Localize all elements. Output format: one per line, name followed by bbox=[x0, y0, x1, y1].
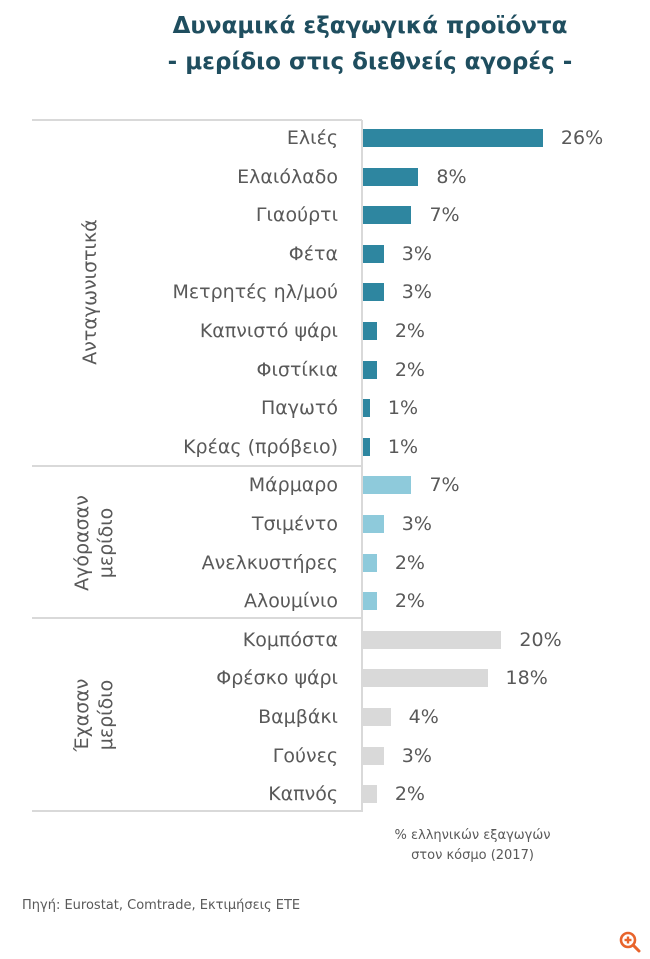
bar-row: Κρέας (πρόβειο) 1% bbox=[0, 428, 650, 466]
bar-row: Ελαιόλαδο 8% bbox=[0, 158, 650, 196]
category-label: Κομπόστα bbox=[242, 628, 338, 651]
value-label: 18% bbox=[505, 667, 548, 690]
value-label: 1% bbox=[387, 397, 419, 420]
value-label: 8% bbox=[436, 165, 467, 188]
y-axis-line bbox=[361, 120, 363, 812]
bar bbox=[363, 553, 377, 572]
bar bbox=[363, 283, 384, 302]
category-label: Ελαιόλαδο bbox=[237, 165, 338, 188]
bar bbox=[363, 206, 412, 225]
value-label: 3% bbox=[401, 242, 432, 265]
bar-row: Μετρητές ηλ/μού 3% bbox=[0, 273, 650, 311]
category-label: Κρέας (πρόβειο) bbox=[183, 435, 338, 458]
bar bbox=[363, 592, 377, 611]
value-label: 7% bbox=[429, 474, 460, 497]
bar bbox=[363, 630, 502, 649]
category-label: Καπνιστό ψάρι bbox=[199, 320, 338, 342]
bar-row: Φιστίκια 2% bbox=[0, 351, 650, 389]
value-label: 20% bbox=[519, 628, 562, 651]
bar-row: Μάρμαρο 7% bbox=[0, 466, 650, 504]
value-label: 3% bbox=[401, 513, 432, 535]
axis-note-line1: % ελληνικών εξαγωγών bbox=[394, 828, 551, 843]
category-label: Φιστίκια bbox=[256, 358, 338, 381]
bar bbox=[363, 785, 377, 804]
bar bbox=[363, 515, 384, 533]
category-label: Μάρμαρο bbox=[248, 474, 338, 497]
separator-top bbox=[32, 119, 362, 121]
chart-title-line1: Δυναμικά εξαγωγικά προϊόντα bbox=[172, 13, 568, 39]
chart-title: Δυναμικά εξαγωγικά προϊόντα - μερίδιο στ… bbox=[0, 8, 650, 80]
category-label: Ανελκυστήρες bbox=[201, 551, 338, 574]
category-label: Αλουμίνιο bbox=[243, 590, 338, 613]
bar-row: Καπνός 2% bbox=[0, 775, 650, 813]
bar bbox=[363, 708, 391, 726]
bar-row: Γούνες 3% bbox=[0, 737, 650, 775]
value-label: 3% bbox=[401, 281, 432, 304]
value-label: 26% bbox=[560, 127, 604, 149]
value-label: 2% bbox=[394, 783, 425, 806]
category-label: Παγωτό bbox=[260, 397, 338, 420]
category-label: Γούνες bbox=[272, 744, 338, 767]
separator-group2 bbox=[32, 617, 362, 619]
bar bbox=[363, 322, 377, 340]
bar-row: Παγωτό 1% bbox=[0, 389, 650, 427]
bar bbox=[363, 129, 543, 147]
bar bbox=[363, 167, 419, 186]
category-label: Τσιμέντο bbox=[251, 513, 338, 535]
category-label: Γιαούρτι bbox=[255, 204, 338, 227]
bar bbox=[363, 669, 488, 688]
value-label: 1% bbox=[387, 435, 419, 458]
value-label: 2% bbox=[394, 551, 425, 574]
bar bbox=[363, 437, 370, 456]
bar bbox=[363, 399, 370, 418]
bar-row: Ελιές 26% bbox=[0, 119, 650, 157]
bar bbox=[363, 360, 377, 379]
bar bbox=[363, 244, 384, 263]
category-label: Φέτα bbox=[288, 242, 338, 265]
category-label: Φρέσκο ψάρι bbox=[216, 667, 338, 690]
bar-row: Καπνιστό ψάρι 2% bbox=[0, 312, 650, 350]
bar-row: Φέτα 3% bbox=[0, 235, 650, 273]
category-label: Καπνός bbox=[268, 783, 338, 806]
separator-bottom bbox=[32, 810, 362, 812]
separator-group1 bbox=[32, 465, 362, 467]
bar-row: Αλουμίνιο 2% bbox=[0, 582, 650, 620]
value-label: 7% bbox=[429, 204, 460, 227]
bar-row: Γιαούρτι 7% bbox=[0, 196, 650, 234]
chart-title-line2: - μερίδιο στις διεθνείς αγορές - bbox=[167, 49, 573, 75]
source-text: Πηγή: Eurostat, Comtrade, Εκτιμήσεις ΕΤΕ bbox=[22, 898, 301, 913]
bar-row: Φρέσκο ψάρι 18% bbox=[0, 659, 650, 697]
zoom-in-icon[interactable] bbox=[618, 930, 642, 954]
value-label: 2% bbox=[394, 590, 425, 613]
bar-row: Ανελκυστήρες 2% bbox=[0, 544, 650, 582]
bar bbox=[363, 746, 384, 765]
axis-note-line2: στον κόσμο (2017) bbox=[411, 848, 534, 863]
category-label: Βαμβάκι bbox=[258, 706, 338, 728]
bar-row: Τσιμέντο 3% bbox=[0, 505, 650, 543]
bar bbox=[363, 476, 412, 495]
bar-row: Βαμβάκι 4% bbox=[0, 698, 650, 736]
value-label: 2% bbox=[394, 320, 425, 342]
value-label: 4% bbox=[408, 706, 439, 728]
bar-row: Κομπόστα 20% bbox=[0, 621, 650, 659]
value-label: 3% bbox=[401, 744, 432, 767]
category-label: Μετρητές ηλ/μού bbox=[172, 281, 339, 304]
category-label: Ελιές bbox=[286, 127, 338, 149]
value-label: 2% bbox=[394, 358, 425, 381]
axis-note: % ελληνικών εξαγωγών στον κόσμο (2017) bbox=[360, 826, 585, 866]
